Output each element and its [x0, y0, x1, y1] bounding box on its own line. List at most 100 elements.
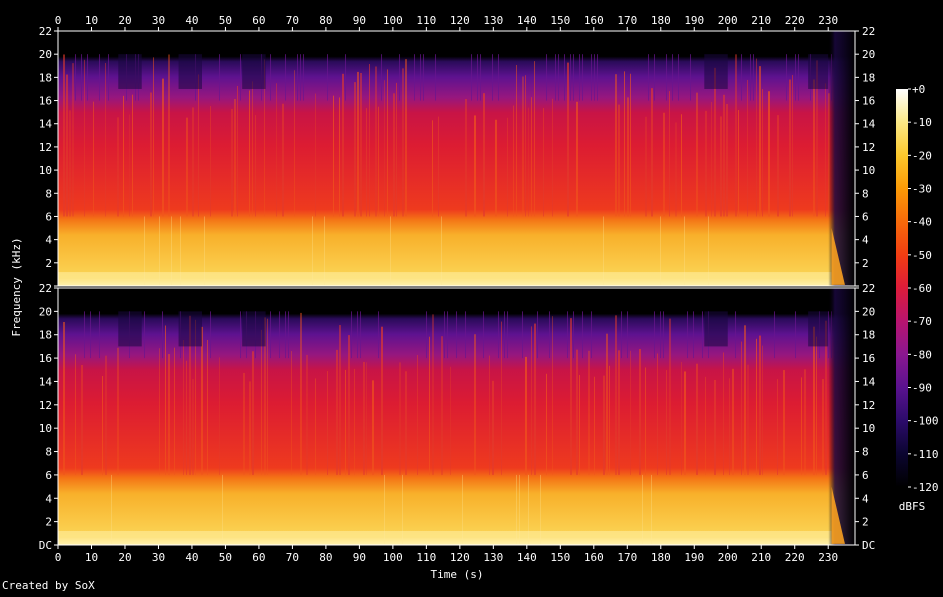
x-tick-label: 100	[383, 551, 403, 564]
x-tick-label: 120	[450, 551, 470, 564]
colorbar-tick-label: -20	[912, 149, 932, 162]
x-tick-label: 80	[319, 14, 332, 27]
y-tick-label: 18	[39, 329, 52, 342]
x-tick-label: 70	[286, 551, 299, 564]
colorbar-gradient	[896, 89, 908, 487]
x-tick-label: 160	[584, 551, 604, 564]
x-tick-label: 90	[353, 551, 366, 564]
y-axis-label: Frequency (kHz)	[10, 237, 23, 336]
y-tick-label: 8	[45, 187, 52, 200]
colorbar: +0 -10 -20 -30 -40 -50 -60 -70 -80 -90 -100 -110 -12…	[896, 83, 939, 513]
colorbar-tick-label: +0	[912, 83, 925, 96]
x-tick-label: 200	[718, 14, 738, 27]
x-tick-label: 30	[152, 551, 165, 564]
x-tick-label: 130	[483, 14, 503, 27]
y-tick-label: 4	[45, 234, 52, 247]
x-tick-label: 220	[785, 551, 805, 564]
y-tick-label: 4	[45, 492, 52, 505]
x-tick-label: 130	[483, 551, 503, 564]
y-tick-label: 10	[862, 164, 875, 177]
x-tick-label: 150	[550, 14, 570, 27]
x-tick-label: 150	[550, 551, 570, 564]
y-tick-label: 14	[39, 118, 53, 131]
colorbar-tick-label: -70	[912, 315, 932, 328]
x-tick-label: 210	[751, 14, 771, 27]
x-tick-label: 190	[684, 551, 704, 564]
y-tick-label: 16	[862, 352, 875, 365]
y-tick-label: DC	[39, 539, 52, 552]
y-tick-label: 22	[39, 282, 52, 295]
x-tick-label: 230	[818, 14, 838, 27]
y-tick-label: 4	[862, 234, 869, 247]
y-tick-label: 2	[862, 516, 869, 529]
colorbar-tick-label: -110	[912, 448, 939, 461]
x-tick-label: 0	[55, 14, 62, 27]
x-tick-label: 60	[252, 551, 265, 564]
x-tick-label: 70	[286, 14, 299, 27]
low-frequency-band	[58, 272, 832, 286]
y-tick-label: 10	[39, 422, 52, 435]
y-tick-label: 20	[862, 48, 875, 61]
y-tick-label: 18	[862, 329, 875, 342]
colorbar-tick-label: -80	[912, 348, 932, 361]
channel-2-panel	[57, 287, 856, 546]
y-tick-label: 6	[45, 469, 52, 482]
y-tick-label: 12	[862, 141, 875, 154]
y-tick-label: 22	[862, 25, 875, 38]
y-tick-label: 2	[45, 257, 52, 270]
y-tick-label: 8	[862, 446, 869, 459]
x-tick-label: 190	[684, 14, 704, 27]
x-tick-label: 10	[85, 551, 98, 564]
x-tick-label: 220	[785, 14, 805, 27]
x-tick-label: 30	[152, 14, 165, 27]
y-tick-label: 16	[39, 95, 52, 108]
y-tick-label: 10	[39, 164, 52, 177]
x-tick-label: 40	[185, 551, 198, 564]
x-tick-label: 210	[751, 551, 771, 564]
y-tick-label: 12	[862, 399, 875, 412]
y-tick-label: 20	[862, 305, 875, 318]
sox-credit: Created by SoX	[2, 579, 95, 592]
x-tick-label: 230	[818, 551, 838, 564]
y-tick-label: 8	[862, 187, 869, 200]
y-tick-label: 4	[862, 492, 869, 505]
y-tick-label: 18	[39, 71, 52, 84]
spectrogram-texture	[63, 311, 832, 544]
colorbar-label: dBFS	[899, 500, 926, 513]
colorbar-tick-label: -90	[912, 382, 932, 395]
spectrogram-texture	[63, 54, 832, 285]
x-tick-label: 170	[617, 551, 637, 564]
y-tick-label: 14	[862, 118, 876, 131]
x-tick-label: 110	[416, 14, 436, 27]
x-tick-label: 50	[219, 14, 232, 27]
y-tick-label: 16	[39, 352, 52, 365]
x-tick-label: 20	[118, 551, 131, 564]
y-tick-label: 8	[45, 446, 52, 459]
x-tick-label: 200	[718, 551, 738, 564]
y-tick-label: 20	[39, 48, 52, 61]
x-tick-label: 50	[219, 551, 232, 564]
y-tick-label: 18	[862, 71, 875, 84]
y-tick-label: 20	[39, 305, 52, 318]
y-tick-label: 14	[862, 375, 876, 388]
colorbar-tick-label: -30	[912, 183, 932, 196]
x-tick-label: 180	[651, 14, 671, 27]
x-tick-label: 90	[353, 14, 366, 27]
x-tick-label: 160	[584, 14, 604, 27]
x-tick-label: 10	[85, 14, 98, 27]
y-tick-label: 14	[39, 375, 53, 388]
y-tick-label: 6	[862, 469, 869, 482]
x-axis-label: Time (s)	[431, 568, 484, 581]
x-tick-label: 180	[651, 551, 671, 564]
y-tick-label: 6	[862, 210, 869, 223]
colorbar-tick-label: -10	[912, 116, 932, 129]
x-tick-label: 80	[319, 551, 332, 564]
colorbar-tick-label: -60	[912, 282, 932, 295]
y-tick-label: 10	[862, 422, 875, 435]
y-tick-label: 2	[862, 257, 869, 270]
y-tick-label: 22	[862, 282, 875, 295]
x-tick-label: 110	[416, 551, 436, 564]
y-tick-label: DC	[862, 539, 875, 552]
